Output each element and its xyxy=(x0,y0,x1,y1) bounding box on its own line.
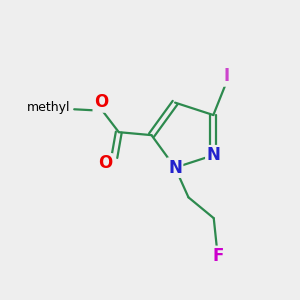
Text: O: O xyxy=(98,154,112,172)
Text: O: O xyxy=(94,93,108,111)
Text: N: N xyxy=(168,159,182,177)
Text: F: F xyxy=(212,247,224,265)
Text: I: I xyxy=(224,68,230,85)
Text: methyl: methyl xyxy=(27,101,70,114)
Text: N: N xyxy=(206,146,220,164)
